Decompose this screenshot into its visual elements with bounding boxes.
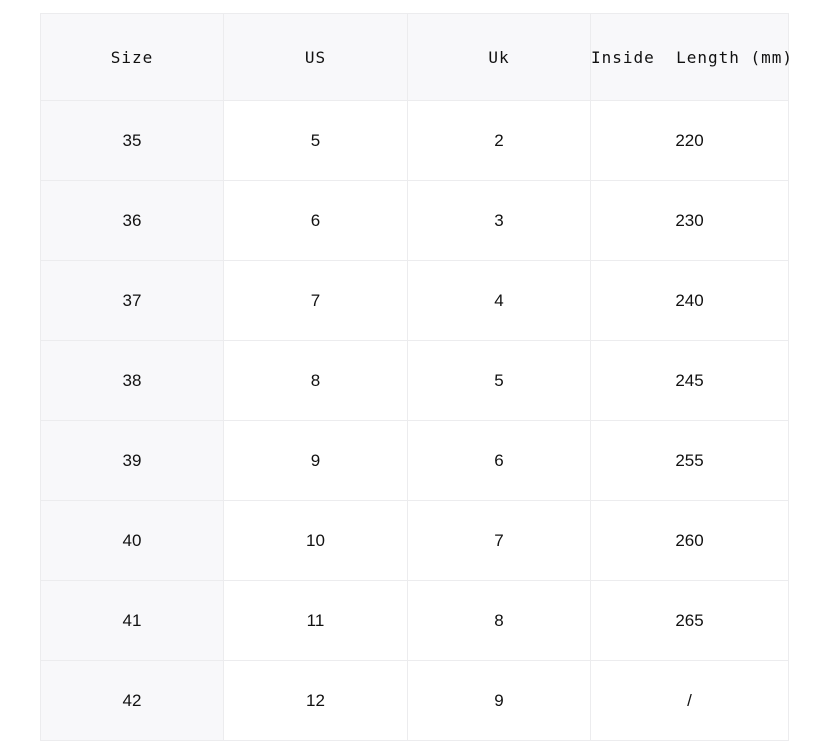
cell-inside-length: 240 xyxy=(590,260,789,341)
table-row: 37 7 4 240 xyxy=(40,260,789,341)
cell-inside-length: 260 xyxy=(590,500,789,581)
cell-uk: 9 xyxy=(407,660,591,741)
table-row: 39 9 6 255 xyxy=(40,420,789,501)
cell-size: 35 xyxy=(40,100,224,181)
cell-us: 11 xyxy=(223,580,408,661)
cell-us: 7 xyxy=(223,260,408,341)
cell-size: 36 xyxy=(40,180,224,261)
cell-size: 40 xyxy=(40,500,224,581)
cell-uk: 5 xyxy=(407,340,591,421)
cell-uk: 7 xyxy=(407,500,591,581)
header-row: Size US Uk Inside Length (mm) xyxy=(40,13,792,101)
cell-us: 6 xyxy=(223,180,408,261)
header-uk: Uk xyxy=(407,13,591,101)
cell-us: 9 xyxy=(223,420,408,501)
table-row: 38 8 5 245 xyxy=(40,340,789,421)
header-inside-length: Inside Length (mm) xyxy=(590,13,792,101)
header-size: Size xyxy=(40,13,224,101)
size-chart-table: Size US Uk Inside Length (mm) 35 5 2 220 36 6… xyxy=(40,13,792,741)
header-us: US xyxy=(223,13,408,101)
cell-uk: 4 xyxy=(407,260,591,341)
cell-size: 41 xyxy=(40,580,224,661)
table-row: 42 12 9/ xyxy=(40,660,789,741)
cell-inside-length: 245 xyxy=(590,340,789,421)
table-row: 41 11 8 265 xyxy=(40,580,789,661)
cell-us: 8 xyxy=(223,340,408,421)
cell-size: 38 xyxy=(40,340,224,421)
cell-uk: 6 xyxy=(407,420,591,501)
cell-uk: 8 xyxy=(407,580,591,661)
cell-size: 37 xyxy=(40,260,224,341)
cell-inside-length: 265 xyxy=(590,580,789,661)
cell-inside-length: / xyxy=(590,660,789,741)
cell-us: 10 xyxy=(223,500,408,581)
cell-inside-length: 255 xyxy=(590,420,789,501)
table-row: 36 6 3 230 xyxy=(40,180,789,261)
table-row: 40 10 7 260 xyxy=(40,500,789,581)
cell-us: 5 xyxy=(223,100,408,181)
cell-us: 12 xyxy=(223,660,408,741)
cell-size: 39 xyxy=(40,420,224,501)
cell-uk: 2 xyxy=(407,100,591,181)
cell-size: 42 xyxy=(40,660,224,741)
cell-uk: 3 xyxy=(407,180,591,261)
table-row: 35 5 2 220 xyxy=(40,100,789,181)
cell-inside-length: 220 xyxy=(590,100,789,181)
cell-inside-length: 230 xyxy=(590,180,789,261)
